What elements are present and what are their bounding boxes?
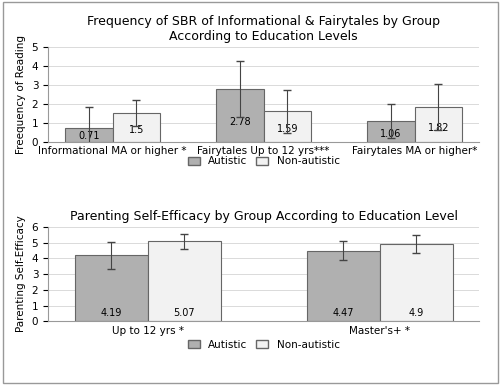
- Bar: [112, 113, 160, 142]
- Legend: Autistic, Non-autistic: Autistic, Non-autistic: [184, 336, 344, 354]
- Text: 1.59: 1.59: [276, 124, 298, 134]
- Text: 1.82: 1.82: [428, 123, 449, 133]
- Bar: [414, 107, 462, 142]
- Y-axis label: Parenting Self-Efficacy: Parenting Self-Efficacy: [16, 216, 26, 332]
- Title: Parenting Self-Efficacy by Group According to Education Level: Parenting Self-Efficacy by Group Accordi…: [70, 210, 458, 223]
- Bar: [380, 244, 453, 321]
- Bar: [66, 128, 112, 142]
- Y-axis label: Freequency of Reading: Freequency of Reading: [16, 35, 26, 154]
- Text: 0.71: 0.71: [78, 131, 100, 141]
- Text: 4.47: 4.47: [332, 308, 354, 318]
- Text: 2.78: 2.78: [229, 117, 251, 127]
- Bar: [264, 111, 311, 142]
- Text: 1.5: 1.5: [128, 125, 144, 135]
- Bar: [74, 255, 148, 321]
- Text: 5.07: 5.07: [173, 308, 195, 318]
- Text: 1.06: 1.06: [380, 129, 402, 139]
- Bar: [148, 241, 220, 321]
- Bar: [216, 89, 264, 142]
- Title: Frequency of SBR of Informational & Fairytales by Group
According to Education L: Frequency of SBR of Informational & Fair…: [87, 15, 440, 43]
- Bar: [367, 121, 414, 142]
- Bar: [307, 251, 380, 321]
- Text: 4.9: 4.9: [408, 308, 424, 318]
- Text: 4.19: 4.19: [100, 308, 121, 318]
- Legend: Autistic, Non-autistic: Autistic, Non-autistic: [184, 152, 344, 170]
